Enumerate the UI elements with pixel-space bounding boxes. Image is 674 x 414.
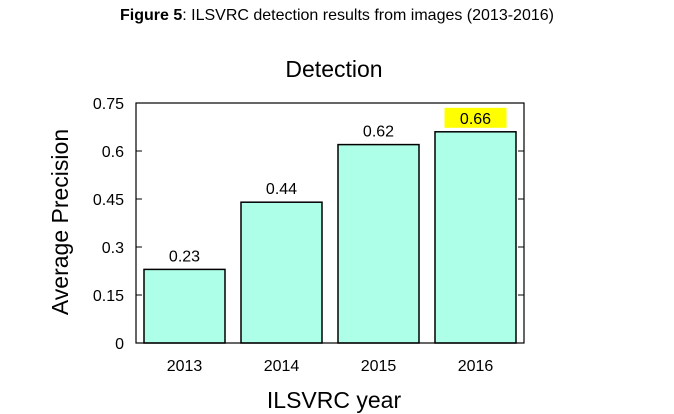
bar-2014 bbox=[240, 201, 323, 344]
y-axis-label: Average Precision bbox=[47, 129, 73, 315]
y-tick-label-1: 0.15 bbox=[93, 288, 124, 305]
bar-value-label-2014: 0.44 bbox=[266, 181, 297, 198]
figure-caption: Figure 5: ILSVRC detection results from … bbox=[0, 6, 674, 26]
bar-value-label-2013: 0.23 bbox=[169, 248, 200, 265]
figure-caption-text: : ILSVRC detection results from images (… bbox=[182, 7, 554, 24]
chart-title: Detection bbox=[285, 56, 382, 82]
x-tick-label-2016: 2016 bbox=[458, 358, 494, 375]
x-axis-label: ILSVRC year bbox=[267, 387, 402, 413]
plot-frame bbox=[135, 102, 525, 344]
bar-2015 bbox=[337, 143, 420, 344]
highlight-label-background bbox=[444, 107, 507, 128]
plot-area: 0.23 2013 0.44 2014 0.62 2015 0.66 2016 0 0.15 0.3… bbox=[93, 96, 525, 375]
figure-caption-label: Figure 5 bbox=[120, 7, 183, 24]
x-tick-label-2013: 2013 bbox=[167, 358, 203, 375]
y-tick-label-0: 0 bbox=[115, 336, 124, 353]
y-tick-label-5: 0.75 bbox=[93, 96, 124, 113]
x-tick-label-2014: 2014 bbox=[264, 358, 300, 375]
y-tick-label-2: 0.3 bbox=[102, 240, 124, 257]
bar-value-label-2015: 0.62 bbox=[363, 124, 394, 141]
bar-2013 bbox=[143, 268, 226, 344]
y-tick-label-4: 0.6 bbox=[102, 144, 124, 161]
x-tick-label-2015: 2015 bbox=[361, 358, 397, 375]
bar-2016 bbox=[434, 131, 517, 344]
bar-value-label-2016: 0.66 bbox=[460, 111, 491, 128]
y-tick-label-3: 0.45 bbox=[93, 192, 124, 209]
